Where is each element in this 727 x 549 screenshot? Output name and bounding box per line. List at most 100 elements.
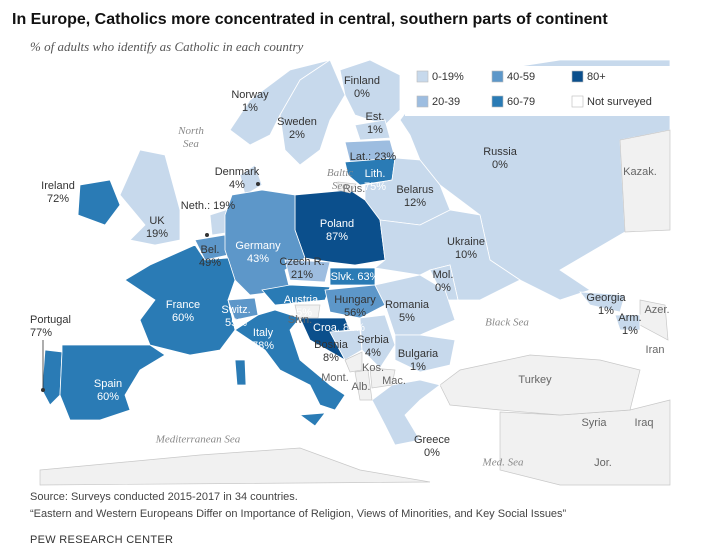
country-name: Greece xyxy=(414,434,450,446)
country xyxy=(344,157,396,186)
country-value: 60% xyxy=(172,312,194,324)
country-value: 75% xyxy=(364,181,386,193)
country xyxy=(41,349,63,406)
country-value: 56% xyxy=(344,307,366,319)
legend-swatch xyxy=(571,95,584,108)
footer: PEW RESEARCH CENTER xyxy=(30,534,173,546)
place-label: Mont. xyxy=(321,372,349,384)
place-label: Syria xyxy=(581,417,607,429)
country xyxy=(234,309,346,427)
country xyxy=(359,314,396,369)
legend-label: 60-79 xyxy=(507,96,535,108)
country-value: 19% xyxy=(213,200,235,212)
country-value: 1% xyxy=(367,124,383,136)
country-value: 10% xyxy=(455,249,477,261)
country-value: 77% xyxy=(30,327,52,339)
country-name: Est. xyxy=(366,111,385,123)
country-value: 4% xyxy=(229,179,245,191)
legend-swatch xyxy=(416,70,429,83)
sea-label: Black Sea xyxy=(485,317,529,329)
country-value: 1% xyxy=(410,361,426,373)
country-name: Georgia xyxy=(586,292,626,304)
country-name: Romania xyxy=(385,299,430,311)
country-name: Denmark xyxy=(215,166,260,178)
albania-land xyxy=(354,369,373,401)
source: Source: Surveys conducted 2015-2017 in 3… xyxy=(30,491,298,503)
country xyxy=(224,189,306,296)
country xyxy=(77,179,121,226)
not-surveyed xyxy=(41,129,671,401)
sea-label: North Sea xyxy=(177,125,204,150)
country-name: Lat.: xyxy=(350,151,371,163)
place-label: Iraq xyxy=(635,417,654,429)
country-name: Mol. xyxy=(433,269,454,281)
country-name: Ireland xyxy=(41,180,75,192)
country-value: 75% xyxy=(290,307,312,319)
country-name: Bulgaria xyxy=(398,348,439,360)
kazakhstan-land xyxy=(619,129,671,233)
netherlands-dot xyxy=(205,233,209,237)
country-value: 87% xyxy=(326,231,348,243)
country-value: 1% xyxy=(598,305,614,317)
legend-label: 80+ xyxy=(587,71,606,83)
country-name: Spain xyxy=(94,378,122,390)
country-name: Neth.: xyxy=(181,200,210,212)
portugal-dot xyxy=(41,388,45,392)
country xyxy=(59,344,166,421)
country-value: 0% xyxy=(435,282,451,294)
place-label: Kazak. xyxy=(623,166,657,178)
country xyxy=(579,291,626,313)
country-name: Finland xyxy=(344,75,380,87)
country-name: Ukraine xyxy=(447,236,485,248)
country-value: 0% xyxy=(492,159,508,171)
country xyxy=(124,244,236,356)
country-value: 84% xyxy=(343,322,365,334)
place-label: Azer. xyxy=(644,304,669,316)
place-label: Turkey xyxy=(518,374,552,386)
country-value: 2% xyxy=(289,129,305,141)
source-report: “Eastern and Western Europeans Differ on… xyxy=(30,508,567,520)
country-name: Portugal xyxy=(30,314,71,326)
country-name: France xyxy=(166,299,200,311)
country xyxy=(339,59,401,126)
country-value: 60% xyxy=(97,391,119,403)
country xyxy=(119,149,181,246)
country-name: Czech R. xyxy=(279,256,324,268)
country-value: 72% xyxy=(47,193,69,205)
country xyxy=(279,59,346,166)
legend-swatch xyxy=(571,70,584,83)
labels: Russia0%Finland0%Norway1%Sweden2%Est.1%L… xyxy=(30,75,670,469)
country-value: 1% xyxy=(242,102,258,114)
place-label: Slvn. xyxy=(288,314,312,326)
place-label: Alb. xyxy=(352,381,371,393)
country-name: Russia xyxy=(483,146,518,158)
country xyxy=(239,164,263,196)
country xyxy=(324,284,386,319)
country-value: 21% xyxy=(291,269,313,281)
title: In Europe, Catholics more concentrated i… xyxy=(12,11,608,28)
country xyxy=(394,334,456,373)
country-name: Switz. xyxy=(221,304,250,316)
country-value: 4% xyxy=(365,347,381,359)
country-name: Serbia xyxy=(357,334,390,346)
country-name: Italy xyxy=(253,327,274,339)
country-label: Slvk. 63% xyxy=(331,271,380,283)
country-name: Belarus xyxy=(396,184,434,196)
country-value: 12% xyxy=(404,197,426,209)
legend-label: 0-19% xyxy=(432,71,464,83)
country-value: 19% xyxy=(146,228,168,240)
country-value: 49% xyxy=(199,257,221,269)
sea-label: Baltic Sea xyxy=(327,167,353,192)
place-label: Jor. xyxy=(594,457,612,469)
sea-label: Med. Sea xyxy=(482,457,524,469)
legend-label: 20-39 xyxy=(432,96,460,108)
country xyxy=(354,119,391,141)
slovenia-land xyxy=(294,304,321,319)
country-name: Bosnia xyxy=(314,339,349,351)
africa-land xyxy=(39,447,431,486)
country-value: 0% xyxy=(354,88,370,100)
place-label: Kos. xyxy=(362,362,384,374)
macedonia-land xyxy=(369,367,396,389)
country-name: Croa. xyxy=(313,322,340,334)
